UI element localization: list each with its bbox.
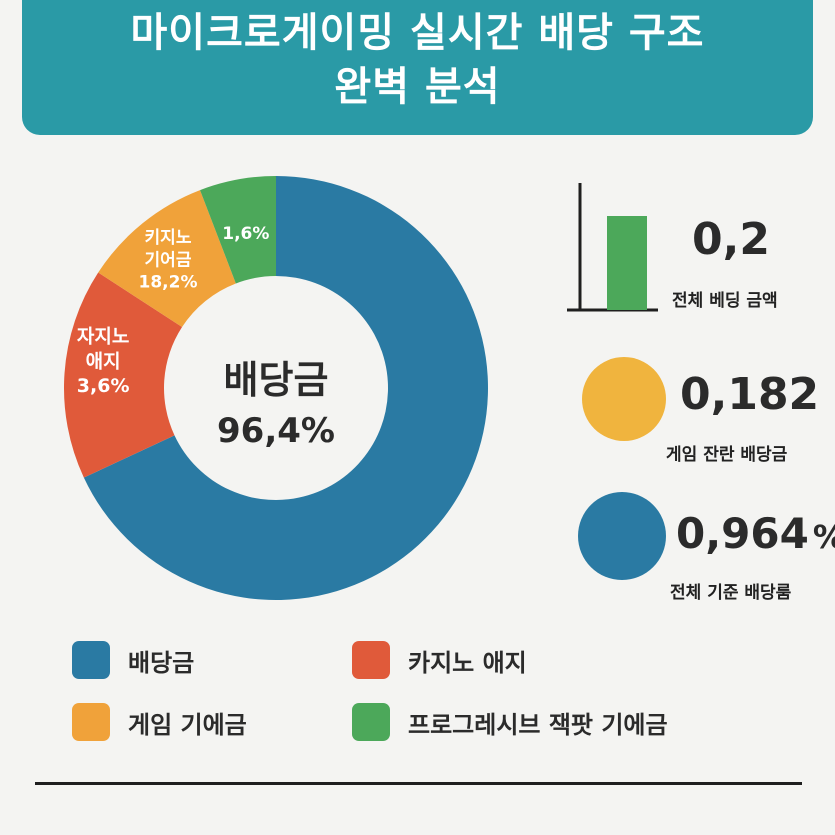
- slice-game-contribution: [98, 190, 236, 328]
- legend-label-game-contribution: 게임 기에금: [128, 710, 247, 739]
- blue-circle-icon: [578, 492, 666, 580]
- legend-item-casino-edge: 카지노 애지: [352, 640, 527, 680]
- base-rate-value-group: 0,964%: [676, 509, 835, 558]
- mini-bar-chart: [567, 183, 658, 312]
- bottom-divider: [35, 782, 802, 785]
- legend-swatch-casino-edge: [352, 641, 390, 679]
- game-dividend-caption: 게임 잔란 배당금: [666, 445, 788, 465]
- slice-progressive-jackpot: [200, 176, 276, 284]
- legend-swatch-dividend: [72, 641, 110, 679]
- base-rate-caption: 전체 기준 배당룸: [670, 583, 792, 603]
- slice-casino-edge-label-line: 3,6%: [77, 375, 130, 397]
- total-bet-value: 0,2: [692, 214, 770, 265]
- slice-game-contribution-label-line: 키지노: [145, 228, 192, 248]
- slice-casino-edge-label-line: 애지: [86, 350, 121, 372]
- game-dividend-value: 0,182: [680, 369, 820, 420]
- legend-label-dividend: 배당금: [128, 648, 195, 677]
- slice-casino-edge-label-line: 자지노: [77, 326, 129, 348]
- base-rate-value: 0,964: [676, 509, 809, 558]
- title-line-1: 마이크로게이밍 실시간 배당 구조: [130, 10, 705, 56]
- donut-slices: [63, 176, 489, 600]
- slice-game-contribution-label-line: 18,2%: [139, 272, 198, 292]
- chart-legend: 배당금 카지노 애지 게임 기에금 프로그레시브 잭팟 기에금: [72, 640, 772, 750]
- center-value: 96,4%: [217, 411, 335, 451]
- legend-item-game-contribution: 게임 기에금: [72, 702, 247, 742]
- slice-game-contribution-label-line: 기어금: [145, 250, 192, 270]
- legend-item-dividend: 배당금: [72, 640, 194, 680]
- legend-item-progressive-jackpot: 프로그레시브 잭팟 기에금: [352, 702, 668, 742]
- legend-label-progressive-jackpot: 프로그레시브 잭팟 기에금: [408, 710, 668, 739]
- center-title: 배당금: [224, 358, 329, 402]
- yellow-circle-icon: [582, 357, 666, 441]
- legend-swatch-game-contribution: [72, 703, 110, 741]
- slice-progressive-jackpot-label-line: 1,6%: [222, 224, 269, 244]
- title-banner: 마이크로게이밍 실시간 배당 구조 완벽 분석: [22, 0, 813, 135]
- total-bet-caption: 전체 베딩 금액: [672, 291, 778, 311]
- mini-bar: [607, 216, 647, 310]
- base-rate-unit: %: [813, 518, 835, 556]
- legend-label-casino-edge: 카지노 애지: [408, 648, 527, 677]
- title-line-2: 완벽 분석: [334, 64, 501, 110]
- slice-dividend: [83, 176, 489, 600]
- legend-swatch-progressive-jackpot: [352, 703, 390, 741]
- slice-casino-edge: [63, 272, 183, 478]
